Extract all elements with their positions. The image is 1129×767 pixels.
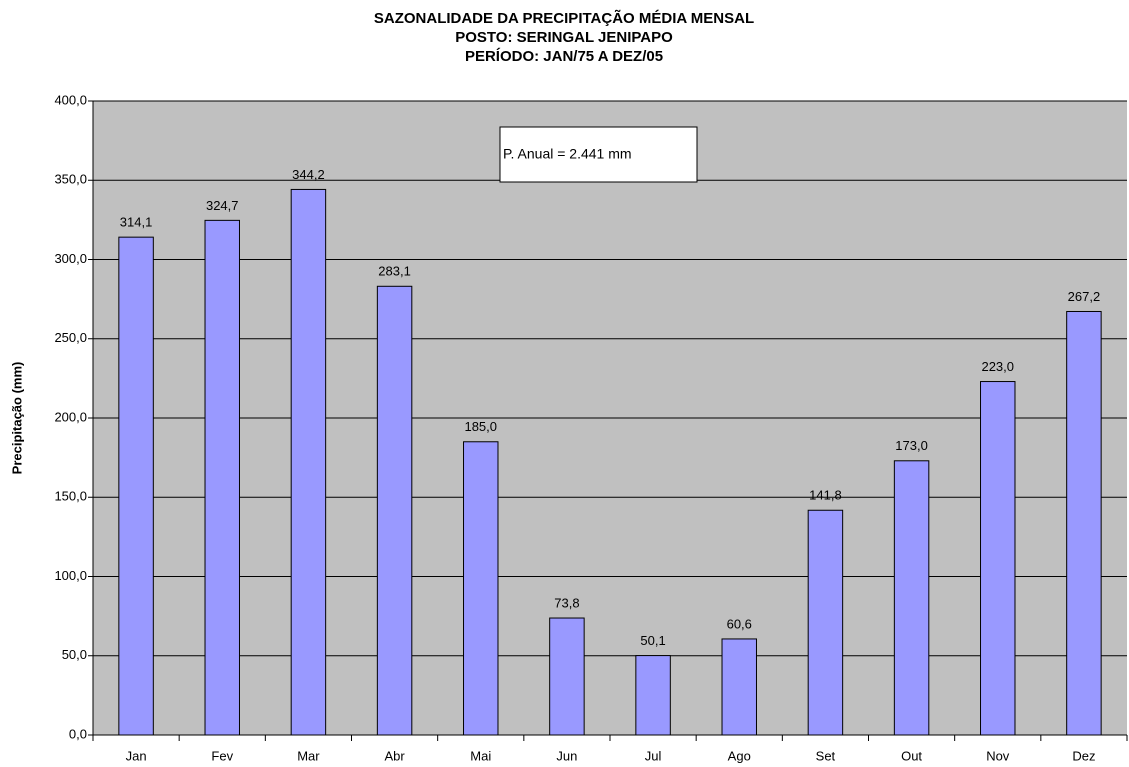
data-label: 324,7 (206, 198, 239, 213)
y-tick-label: 200,0 (54, 409, 87, 424)
data-label: 344,2 (292, 167, 325, 182)
y-tick-label: 0,0 (69, 726, 87, 741)
bar (721, 638, 757, 736)
chart-title: SAZONALIDADE DA PRECIPITAÇÃO MÉDIA MENSA… (374, 9, 754, 27)
bar (290, 188, 327, 736)
bar (118, 236, 154, 736)
y-tick-label: 250,0 (54, 330, 87, 345)
x-tick-label: Jan (126, 748, 147, 763)
bar (893, 460, 930, 736)
data-label: 50,1 (640, 633, 665, 648)
y-tick-label: 100,0 (54, 568, 87, 583)
x-tick-label: Mar (297, 748, 320, 763)
bar (807, 509, 844, 736)
bar (549, 617, 585, 736)
bar (463, 441, 499, 736)
x-tick-label: Nov (986, 748, 1010, 763)
data-label: 141,8 (809, 488, 842, 503)
y-tick-label: 150,0 (54, 489, 87, 504)
x-tick-label: Set (816, 748, 836, 763)
x-tick-label: Out (901, 748, 922, 763)
x-tick-label: Dez (1072, 748, 1095, 763)
bar (635, 655, 671, 736)
x-tick-label: Ago (728, 748, 751, 763)
x-tick-label: Abr (384, 748, 405, 763)
x-tick-label: Mai (470, 748, 491, 763)
bar (1066, 310, 1102, 736)
data-label: 267,2 (1068, 289, 1101, 304)
data-label: 314,1 (120, 215, 153, 230)
data-label: 173,0 (895, 438, 928, 453)
annotation-box (499, 126, 698, 183)
x-tick-label: Fev (211, 748, 233, 763)
data-label: 185,0 (464, 419, 497, 434)
data-label: 283,1 (378, 264, 411, 279)
y-axis-label: Precipitação (mm) (9, 362, 24, 475)
bar (980, 381, 1016, 736)
chart-subtitle: PERÍODO: JAN/75 A DEZ/05 (465, 48, 663, 65)
y-tick-label: 50,0 (62, 647, 87, 662)
bar (376, 285, 413, 736)
x-tick-label: Jun (556, 748, 577, 763)
x-tick-label: Jul (645, 748, 662, 763)
data-label: 223,0 (981, 359, 1014, 374)
data-label: 73,8 (554, 595, 579, 610)
chart-subtitle: POSTO: SERINGAL JENIPAPO (455, 29, 673, 46)
y-tick-label: 350,0 (54, 172, 87, 187)
bar (204, 219, 240, 736)
y-tick-label: 400,0 (54, 92, 87, 107)
data-label: 60,6 (727, 616, 752, 631)
y-tick-label: 300,0 (54, 251, 87, 266)
annotation: P. Anual = 2.441 mm (503, 146, 632, 162)
